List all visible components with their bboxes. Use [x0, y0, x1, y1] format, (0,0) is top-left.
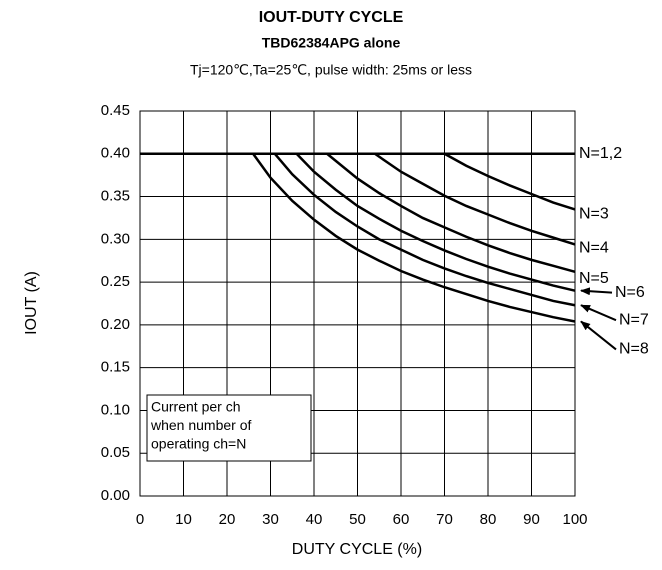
annotation-text: Current per ch — [151, 399, 240, 415]
x-tick-label: 70 — [436, 511, 453, 528]
x-tick-label: 80 — [480, 511, 497, 528]
x-tick-label: 90 — [523, 511, 540, 528]
series-line — [273, 152, 576, 307]
conditions: Tj=120℃,Ta=25℃, pulse width: 25ms or les… — [190, 62, 472, 78]
x-axis-label: DUTY CYCLE (%) — [292, 541, 422, 558]
y-tick-label: 0.15 — [101, 359, 130, 376]
y-tick-label: 0.10 — [101, 401, 130, 418]
x-tick-label: 60 — [393, 511, 410, 528]
series-label: N=8 — [619, 341, 649, 358]
series-label: N=1,2 — [579, 145, 622, 162]
y-axis-label: IOUT (A) — [23, 271, 40, 335]
annotation-text: operating ch=N — [151, 436, 246, 452]
y-tick-label: 0.25 — [101, 273, 130, 290]
y-tick-label: 0.35 — [101, 188, 130, 205]
x-tick-label: 0 — [136, 511, 144, 528]
plot-frame — [139, 110, 576, 497]
y-tick-label: 0.40 — [101, 145, 130, 162]
y-tick-label: 0.30 — [101, 230, 130, 247]
y-tick-label: 0.00 — [101, 487, 130, 504]
x-tick-label: 10 — [175, 511, 192, 528]
series-label: N=6 — [615, 284, 645, 301]
series-label: N=5 — [579, 270, 609, 287]
series-label: N=7 — [619, 311, 649, 328]
label-arrow — [580, 320, 617, 351]
series-label: N=4 — [579, 240, 609, 257]
series-line — [252, 153, 576, 323]
chart-title: IOUT-DUTY CYCLE — [259, 9, 404, 26]
series-line — [326, 152, 576, 274]
series-line — [295, 152, 576, 292]
y-tick-label: 0.05 — [101, 444, 130, 461]
series-label: N=3 — [579, 206, 609, 223]
x-tick-label: 50 — [349, 511, 366, 528]
y-tick-label: 0.45 — [101, 102, 130, 119]
annotation-text: when number of — [150, 417, 252, 433]
x-tick-label: 30 — [262, 511, 279, 528]
chart-subtitle: TBD62384APG alone — [262, 35, 401, 51]
x-tick-label: 40 — [306, 511, 323, 528]
x-tick-label: 20 — [219, 511, 236, 528]
x-tick-label: 100 — [562, 511, 587, 528]
annotation-box — [146, 394, 312, 462]
y-tick-label: 0.20 — [101, 316, 130, 333]
label-arrow — [580, 287, 613, 296]
series-line — [443, 152, 576, 211]
label-arrow — [580, 304, 617, 322]
series-line — [374, 152, 576, 246]
